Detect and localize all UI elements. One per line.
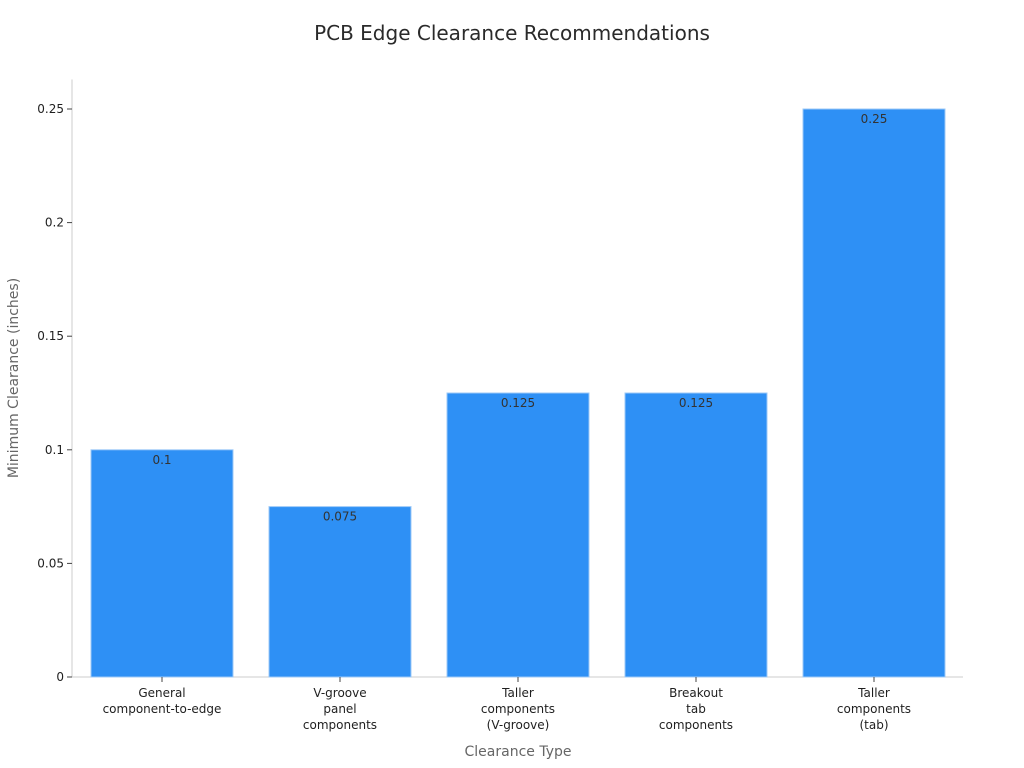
x-tick-label: Taller components (tab) <box>837 686 911 732</box>
x-axis-title: Clearance Type <box>465 744 572 760</box>
bar-data-label: 0.125 <box>679 396 713 410</box>
x-tick-label: Breakout tab components <box>659 686 733 732</box>
bar-data-label: 0.075 <box>323 510 357 524</box>
y-tick-label: 0.1 <box>45 443 64 457</box>
plot-area: 0 0.05 0.1 0.15 0.2 0.25 0.1 General component-t… <box>37 79 963 732</box>
x-tick-label: V-groove panel components <box>303 686 377 732</box>
bar <box>90 449 234 678</box>
bar <box>268 506 412 678</box>
y-tick-label: 0.05 <box>37 556 64 570</box>
bar-data-label: 0.25 <box>861 112 888 126</box>
x-tick-label: Taller components (V-groove) <box>481 686 555 732</box>
y-tick-label: 0.25 <box>37 102 64 116</box>
chart-title: PCB Edge Clearance Recommendations <box>314 21 710 45</box>
bar <box>446 392 590 678</box>
x-tick-label: General component-to-edge <box>103 686 222 716</box>
bar <box>624 392 768 678</box>
y-tick-label: 0 <box>56 670 64 684</box>
bar-data-label: 0.1 <box>152 453 171 467</box>
y-tick-label: 0.2 <box>45 216 64 230</box>
bar <box>802 108 946 678</box>
y-tick-label: 0.15 <box>37 329 64 343</box>
bar-data-label: 0.125 <box>501 396 535 410</box>
y-axis-title: Minimum Clearance (inches) <box>6 278 22 478</box>
